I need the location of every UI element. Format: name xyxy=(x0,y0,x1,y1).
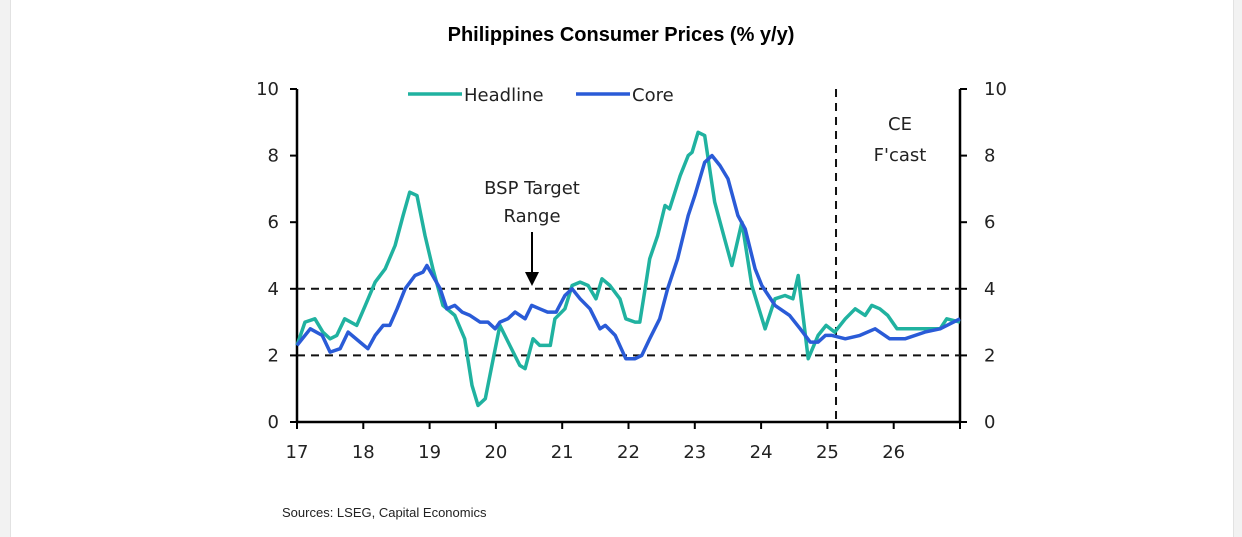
target-annotation-line1: BSP Target xyxy=(484,178,580,199)
x-tick-label: 26 xyxy=(882,442,905,463)
y-tick-label-left: 10 xyxy=(256,79,279,100)
y-tick-label-left: 2 xyxy=(268,345,279,366)
x-tick-label: 22 xyxy=(617,442,640,463)
forecast-annotation-line1: CE xyxy=(888,114,912,135)
x-tick-label: 23 xyxy=(683,442,706,463)
y-tick-label-left: 0 xyxy=(268,412,279,433)
legend: Headline Core xyxy=(408,85,674,106)
x-tick-label: 24 xyxy=(750,442,773,463)
y-tick-label-left: 4 xyxy=(268,279,279,300)
y-tick-label-right: 2 xyxy=(984,345,995,366)
y-tick-label-left: 6 xyxy=(268,212,279,233)
legend-label-core: Core xyxy=(632,85,674,106)
x-tick-label: 21 xyxy=(551,442,574,463)
x-tick-label: 17 xyxy=(286,442,309,463)
x-tick-label: 20 xyxy=(484,442,507,463)
forecast-annotation-line2: F'cast xyxy=(874,145,927,166)
x-tick-label: 25 xyxy=(816,442,839,463)
y-tick-label-right: 10 xyxy=(984,79,1007,100)
series-line-core xyxy=(295,153,961,361)
source-note: Sources: LSEG, Capital Economics xyxy=(282,505,487,520)
series-line-headline xyxy=(295,130,961,408)
y-tick-label-right: 8 xyxy=(984,146,995,167)
chart-title: Philippines Consumer Prices (% y/y) xyxy=(447,24,795,46)
y-tick-label-left: 8 xyxy=(268,146,279,167)
chart-panel xyxy=(10,0,1234,537)
legend-label-headline: Headline xyxy=(464,85,544,106)
x-tick-label: 18 xyxy=(352,442,375,463)
y-tick-label-right: 6 xyxy=(984,212,995,233)
y-tick-label-right: 4 xyxy=(984,279,995,300)
target-annotation-line2: Range xyxy=(503,206,560,227)
y-tick-label-right: 0 xyxy=(984,412,995,433)
target-arrow-icon xyxy=(525,232,539,286)
x-tick-label: 19 xyxy=(418,442,441,463)
